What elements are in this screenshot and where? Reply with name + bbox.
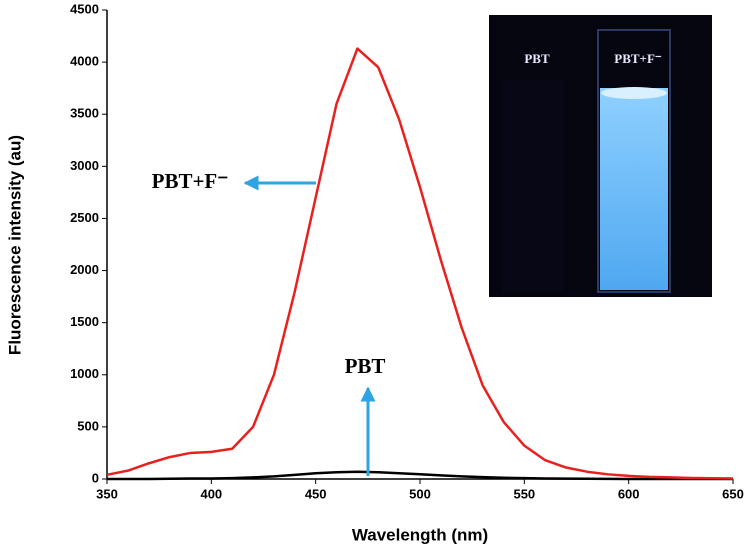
x-tick-label: 350 bbox=[96, 486, 118, 501]
annotation: PBT+F⁻ bbox=[152, 169, 229, 193]
x-tick-label: 450 bbox=[305, 486, 327, 501]
inset-label: PBT bbox=[524, 51, 550, 66]
y-axis-title: Fluorescence intensity (au) bbox=[5, 135, 24, 355]
series-line bbox=[107, 470, 733, 481]
y-tick-label: 2000 bbox=[70, 262, 99, 277]
x-tick-label: 550 bbox=[513, 486, 535, 501]
x-tick-label: 500 bbox=[409, 486, 431, 501]
y-tick-label: 4500 bbox=[70, 1, 99, 16]
x-tick-label: 600 bbox=[618, 486, 640, 501]
x-tick-label: 650 bbox=[722, 486, 744, 501]
y-tick-label: 3500 bbox=[70, 106, 99, 121]
y-tick-label: 2500 bbox=[70, 210, 99, 225]
y-tick-label: 0 bbox=[92, 470, 99, 485]
inset-label: PBT+F⁻ bbox=[614, 51, 662, 66]
series-line bbox=[106, 47, 734, 480]
y-tick-label: 1500 bbox=[70, 314, 99, 329]
y-tick-label: 4000 bbox=[70, 54, 99, 69]
y-tick-label: 1000 bbox=[70, 366, 99, 381]
x-tick-label: 400 bbox=[200, 486, 222, 501]
x-axis-title: Wavelength (nm) bbox=[352, 525, 488, 544]
y-tick-label: 500 bbox=[77, 418, 99, 433]
annotation: PBT bbox=[345, 354, 386, 378]
inset-photo bbox=[489, 15, 712, 297]
y-tick-label: 3000 bbox=[70, 158, 99, 173]
